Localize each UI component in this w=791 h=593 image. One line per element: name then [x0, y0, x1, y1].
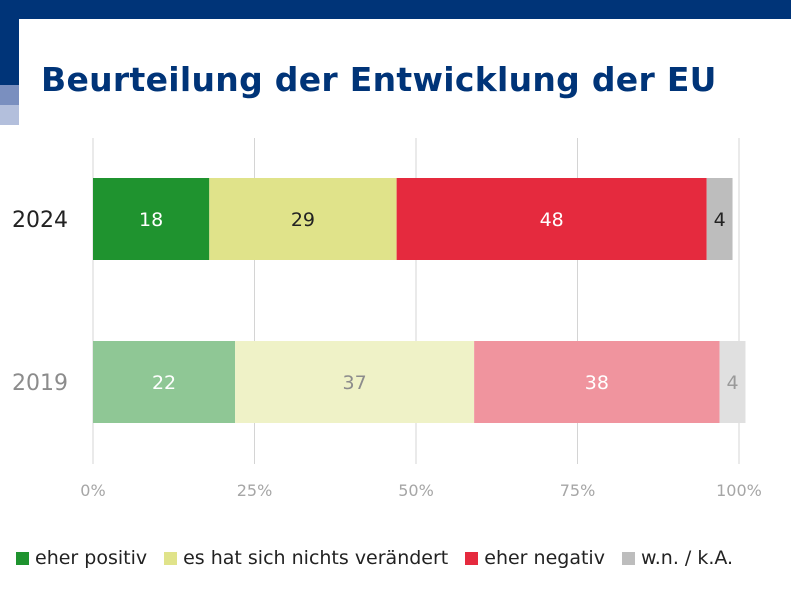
data-label: 4: [726, 372, 738, 394]
x-tick-label: 100%: [716, 481, 762, 500]
legend-label: eher positiv: [35, 547, 148, 569]
data-label: 37: [343, 372, 367, 394]
data-label: 48: [540, 209, 564, 231]
header-band: [0, 0, 791, 19]
data-label: 29: [291, 209, 315, 231]
bar-2019-series-2: [474, 341, 720, 423]
bar-2024-series-0: [93, 178, 210, 260]
bar-2024-series-2: [396, 178, 707, 260]
legend-swatch: [621, 551, 635, 565]
legend-item-nichts-veraendert: es hat sich nichts verändert: [164, 547, 448, 569]
legend-item-wn-ka: w.n. / k.A.: [621, 547, 734, 569]
data-label: 38: [585, 372, 609, 394]
accent-band-dark: [0, 19, 19, 85]
legend: eher positiv es hat sich nichts veränder…: [16, 546, 786, 570]
data-label: 18: [139, 209, 163, 231]
x-tick-label: 75%: [560, 481, 596, 500]
legend-label: eher negativ: [484, 547, 605, 569]
category-label-2019: 2019: [12, 371, 68, 396]
x-tick-label: 25%: [237, 481, 273, 500]
x-tick-label: 0%: [80, 481, 105, 500]
legend-label: w.n. / k.A.: [640, 547, 734, 569]
bar-2019-series-3: [719, 341, 746, 423]
legend-swatch: [465, 551, 479, 565]
chart-title: Beurteilung der Entwicklung der EU: [41, 60, 717, 99]
legend-swatch: [16, 551, 29, 565]
legend-swatch: [164, 551, 178, 565]
legend-item-eher-negativ: eher negativ: [465, 547, 605, 569]
x-tick-label: 50%: [398, 481, 434, 500]
bar-2024-series-1: [209, 178, 397, 260]
data-label: 22: [152, 372, 176, 394]
legend-item-eher-positiv: eher positiv: [16, 547, 147, 569]
bar-2019-series-0: [93, 341, 236, 423]
data-label: 4: [714, 209, 726, 231]
bar-2024-series-3: [706, 178, 733, 260]
legend-label: es hat sich nichts verändert: [183, 547, 449, 569]
bar-2019-series-1: [235, 341, 475, 423]
category-label-2024: 2024: [12, 208, 68, 233]
accent-band-mid: [0, 85, 19, 105]
accent-band-light: [0, 105, 19, 125]
